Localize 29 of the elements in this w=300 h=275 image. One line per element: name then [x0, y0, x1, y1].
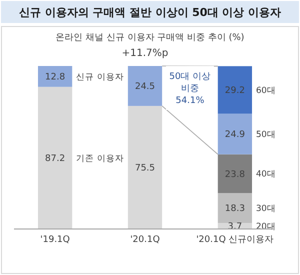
series-label: 50대: [256, 130, 276, 140]
bar: [218, 154, 252, 194]
series-label: 30대: [256, 204, 276, 214]
data-label: 18.3: [224, 204, 245, 214]
data-label: 24.5: [134, 82, 156, 92]
bar: [128, 66, 162, 106]
bar: [218, 193, 252, 223]
data-label: 29.2: [224, 86, 245, 96]
series-label: 40대: [256, 170, 276, 180]
series-label: 기존 이용자: [76, 154, 124, 164]
data-label: 75.5: [134, 164, 156, 174]
annotation: 50대 이상 비중 54.1%: [169, 72, 211, 106]
x-tick-label: '20.1Q: [130, 235, 160, 245]
x-tick-label: '20.1Q 신규이용자: [196, 235, 274, 245]
bar: [38, 86, 72, 229]
data-label: 12.8: [45, 72, 66, 83]
data-label: 24.9: [224, 130, 246, 140]
series-label: 60대: [256, 86, 276, 96]
chart-title: 신규 이용자의 구매액 절반 이상이 50대 이상 이용자: [18, 6, 282, 19]
text: +11.7%p: [122, 48, 168, 59]
data-label: 23.8: [224, 170, 246, 180]
chart-subtitle: 온라인 채널 신규 이용자 구매액 비중 추이 (%): [56, 33, 244, 44]
bar: [38, 66, 72, 87]
bar: [128, 106, 162, 229]
data-label: 87.2: [45, 154, 66, 164]
bar: [218, 66, 252, 114]
series-label: 신규 이용자: [76, 72, 124, 82]
x-tick-label: '19.1Q: [40, 235, 70, 245]
bar: [218, 114, 252, 154]
